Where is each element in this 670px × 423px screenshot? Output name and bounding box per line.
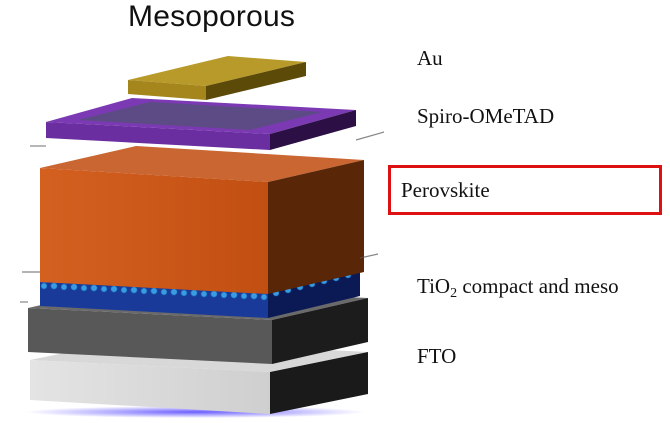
label-au: Au (417, 46, 443, 70)
label-perovskite: Perovskite (401, 178, 490, 202)
label-tio2-main: TiO (417, 274, 451, 298)
perovskite-highlight-box (388, 165, 662, 215)
label-tio2: TiO2 compact and meso (417, 274, 619, 302)
au-contact (128, 56, 306, 100)
diagram-title: Mesoporous (128, 0, 296, 33)
perovskite-layer (40, 146, 364, 294)
label-tio2-rest: compact and meso (457, 274, 619, 298)
spiro-ometad-layer (46, 98, 356, 150)
label-tio2-subscript: 2 (450, 286, 458, 301)
layer-gap-lines (20, 131, 385, 303)
label-spiro-ometad: Spiro-OMeTAD (417, 104, 555, 128)
label-fto: FTO (417, 344, 457, 368)
